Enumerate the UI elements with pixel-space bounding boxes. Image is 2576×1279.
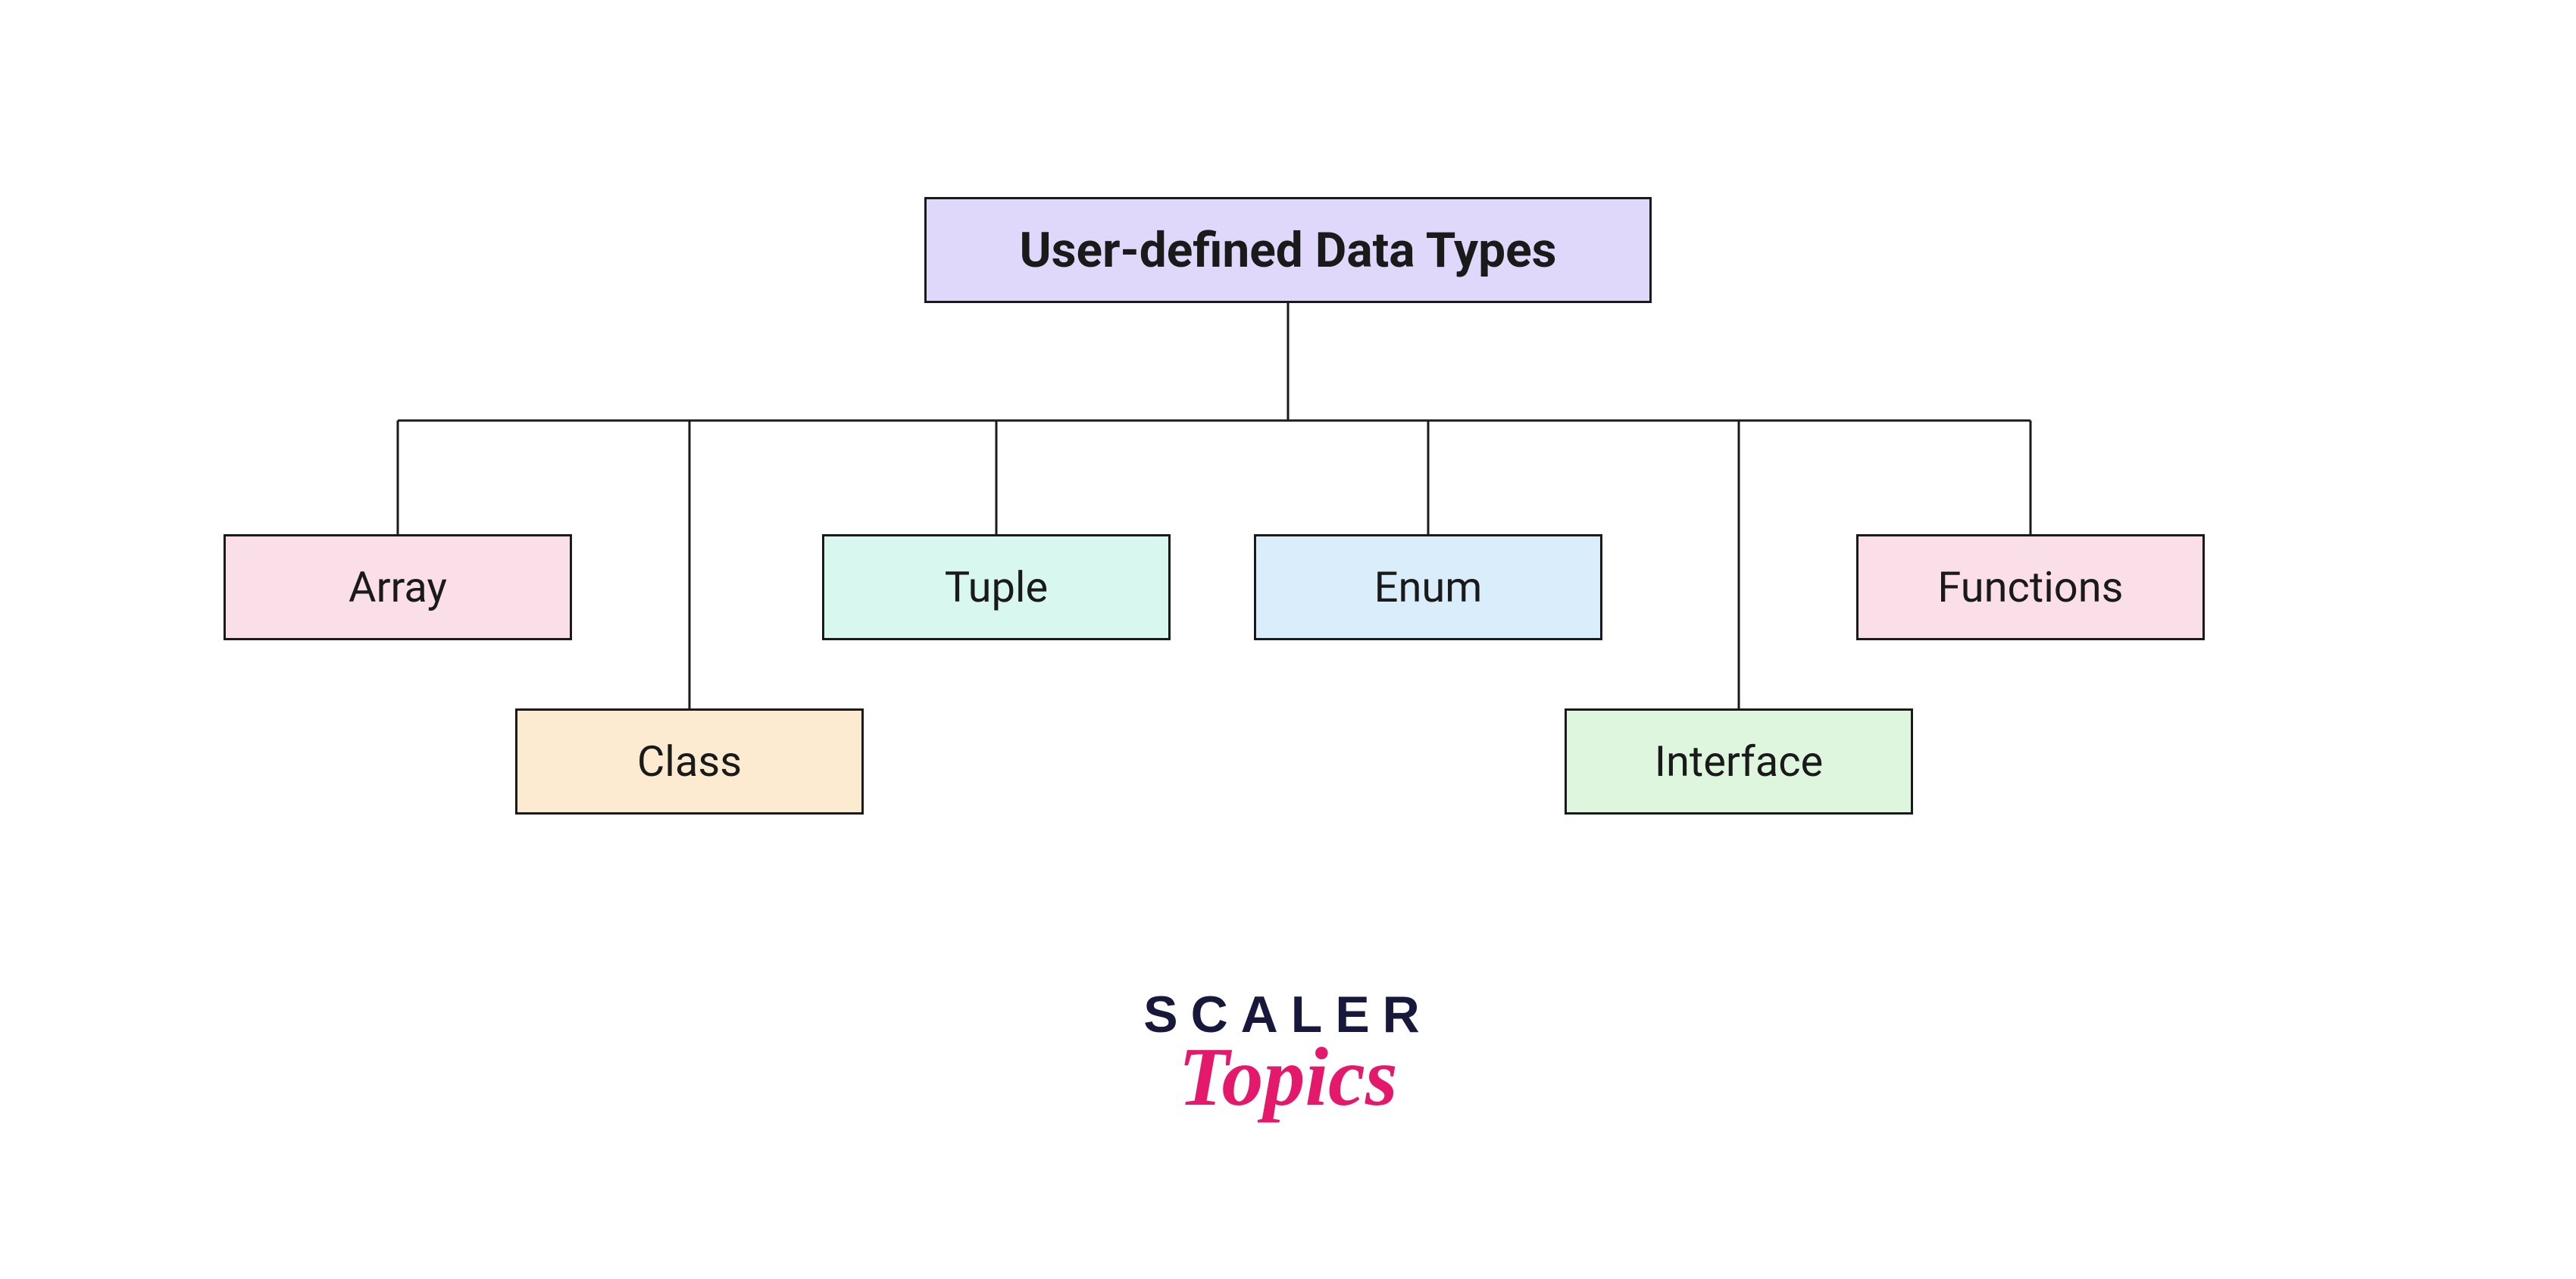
child-node: Tuple bbox=[822, 534, 1171, 640]
child-label: Interface bbox=[1655, 736, 1824, 786]
child-label: Functions bbox=[1937, 562, 2123, 612]
child-node: Functions bbox=[1856, 534, 2205, 640]
child-label: Tuple bbox=[945, 562, 1048, 612]
child-label: Array bbox=[349, 562, 447, 612]
root-label: User-defined Data Types bbox=[1019, 222, 1556, 279]
child-node: Interface bbox=[1565, 708, 1913, 815]
logo-line2: Topics bbox=[1143, 1029, 1433, 1125]
logo: SCALER Topics bbox=[1143, 985, 1433, 1125]
child-node: Enum bbox=[1254, 534, 1602, 640]
root-node: User-defined Data Types bbox=[924, 197, 1652, 303]
child-node: Array bbox=[224, 534, 572, 640]
child-label: Class bbox=[637, 736, 742, 786]
child-label: Enum bbox=[1374, 562, 1483, 612]
child-node: Class bbox=[515, 708, 864, 815]
tree-diagram: User-defined Data Types Array Class Tuple E… bbox=[0, 0, 2576, 1279]
